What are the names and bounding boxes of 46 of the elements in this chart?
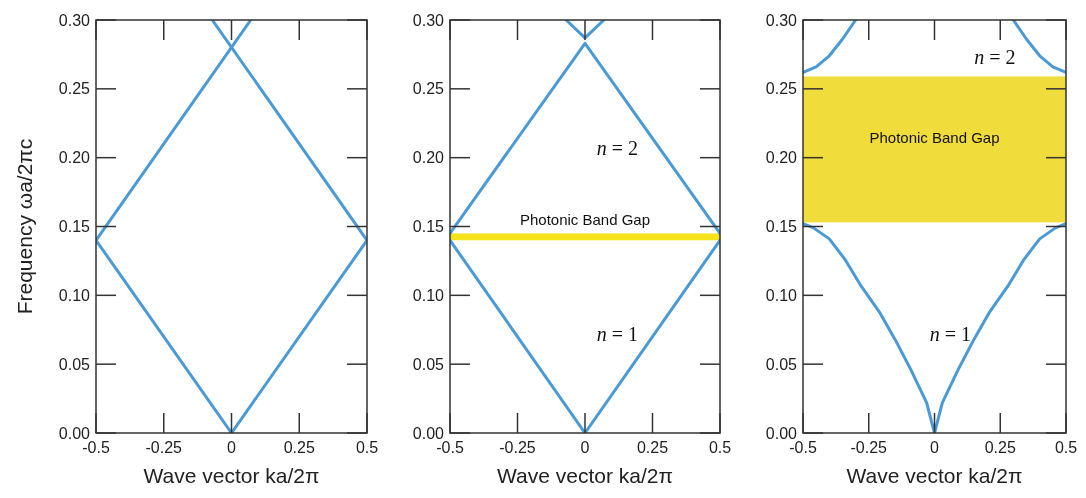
y-tick-label: 0.10 xyxy=(765,286,798,304)
y-tick-label: 0.15 xyxy=(58,218,91,236)
band-label: Photonic Band Gap xyxy=(519,210,651,228)
x-axis-title: Wave vector ka/2π xyxy=(497,464,673,487)
y-tick-label: 0.10 xyxy=(58,286,91,304)
x-tick-label: 0.5 xyxy=(708,439,732,456)
y-tick-label: 0.10 xyxy=(412,286,445,304)
x-axis-title: Wave vector ka/2π xyxy=(846,464,1023,487)
x-tick-label: 0.25 xyxy=(984,439,1016,456)
y-tick-label: 0.30 xyxy=(412,11,445,29)
y-tick-label: 0.25 xyxy=(58,80,91,98)
x-tick-label: -0.25 xyxy=(850,439,888,456)
x-tick-label: 0 xyxy=(930,439,940,456)
y-tick-label: 0.20 xyxy=(412,149,445,167)
y-tick-label: 0.00 xyxy=(412,424,445,442)
x-tick-label: 0.25 xyxy=(636,439,669,456)
y-tick-label: 0.15 xyxy=(412,218,445,236)
band-label: Photonic Band Gap xyxy=(869,128,1000,146)
y-tick-label: 0.05 xyxy=(765,355,798,373)
y-tick-label: 0.15 xyxy=(765,218,798,236)
x-tick-label: -0.5 xyxy=(436,439,464,456)
y-tick-label: 0.25 xyxy=(412,80,445,98)
series-label: n = 1 xyxy=(596,322,639,345)
y-tick-label: 0.05 xyxy=(58,355,91,373)
x-tick-label: -0.5 xyxy=(82,439,110,456)
x-tick-label: 0.25 xyxy=(283,439,315,456)
series-label: n = 2 xyxy=(596,137,639,160)
y-tick-label: 0.30 xyxy=(58,11,91,29)
y-tick-label: 0.25 xyxy=(765,80,798,98)
x-tick-label: 0 xyxy=(227,439,237,456)
y-axis-title: Frequency ωa/2πc xyxy=(13,138,36,315)
y-tick-label: 0.20 xyxy=(58,149,91,167)
series-label: n = 1 xyxy=(929,322,971,345)
x-axis-title: Wave vector ka/2π xyxy=(143,464,320,487)
x-tick-label: 0 xyxy=(580,439,590,456)
y-tick-label: 0.00 xyxy=(765,424,798,442)
x-tick-label: -0.25 xyxy=(145,439,183,456)
y-tick-label: 0.00 xyxy=(58,424,91,442)
x-tick-label: -0.25 xyxy=(499,439,536,456)
y-tick-label: 0.05 xyxy=(412,355,445,373)
series-label: n = 2 xyxy=(974,46,1016,69)
y-tick-label: 0.30 xyxy=(765,11,798,29)
x-tick-label: -0.5 xyxy=(789,439,817,456)
x-tick-label: 0.5 xyxy=(1054,439,1078,456)
x-tick-label: 0.5 xyxy=(355,439,379,456)
y-tick-label: 0.20 xyxy=(765,149,798,167)
